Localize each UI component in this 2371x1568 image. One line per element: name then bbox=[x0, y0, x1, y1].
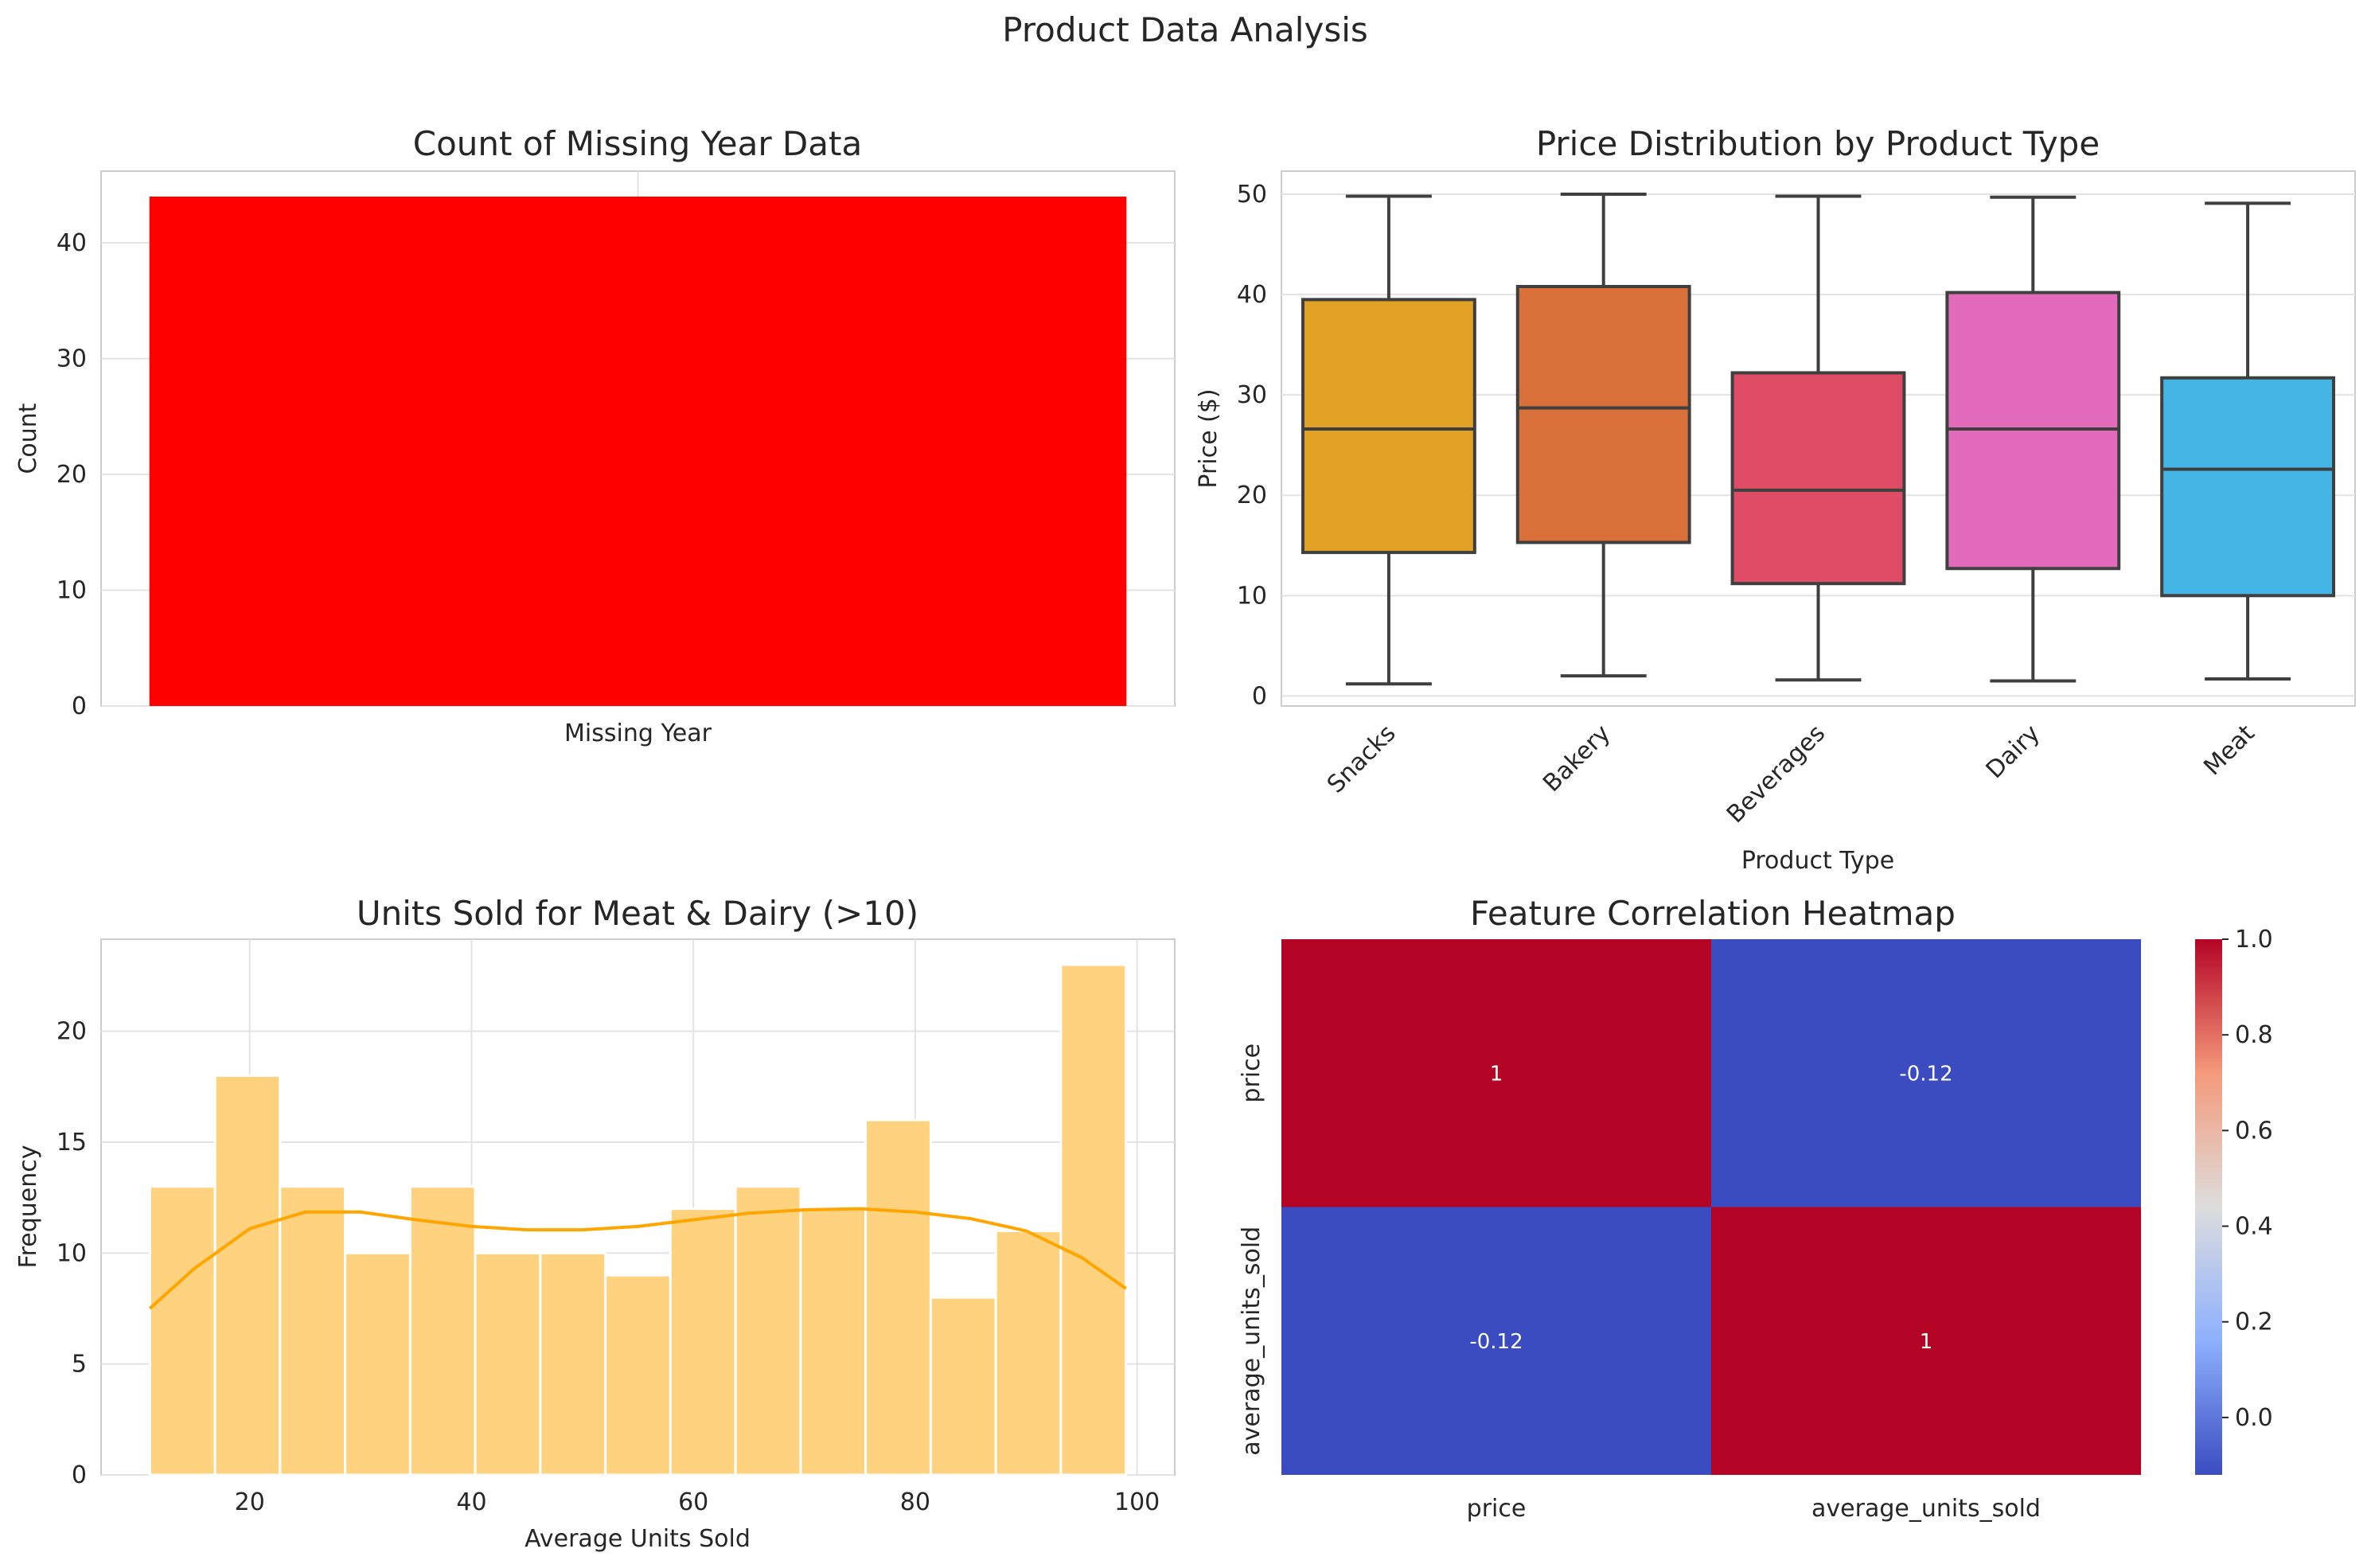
y-tick-label: 20 bbox=[1237, 482, 1267, 509]
x-tick-label: 100 bbox=[1114, 1488, 1160, 1516]
y-tick-label: price bbox=[1238, 1043, 1265, 1103]
histogram-bar bbox=[1059, 963, 1128, 1476]
cell-annotation: -0.12 bbox=[1469, 1330, 1523, 1354]
y-tick-label: 50 bbox=[1237, 181, 1267, 209]
histogram-bar bbox=[408, 1185, 477, 1476]
x-tick-label: 60 bbox=[678, 1488, 708, 1516]
x-tick-label: 80 bbox=[900, 1488, 930, 1516]
bar bbox=[149, 197, 1127, 706]
y-axis-label: Count bbox=[14, 403, 42, 474]
colorbar-tick-label: 0.8 bbox=[2235, 1021, 2273, 1049]
x-axis-label: Average Units Sold bbox=[525, 1525, 751, 1553]
histogram-bar bbox=[539, 1251, 607, 1476]
histogram-bar bbox=[344, 1251, 411, 1476]
missing-year-bar-chart: 0 10 20 30 40 Missing Year Count of Missing Y… bbox=[14, 124, 1176, 747]
units-sold-histogram: 20 40 60 80 100 0 5 10 15 20 Units Sold for Meat … bbox=[14, 894, 1176, 1553]
box-bakery bbox=[1515, 192, 1691, 678]
histogram-bar bbox=[279, 1185, 347, 1476]
x-axis-label: Product Type bbox=[1741, 847, 1894, 875]
heatmap-cell bbox=[1281, 1207, 1711, 1475]
iqr-box bbox=[1730, 371, 1906, 586]
y-tick-label: 10 bbox=[1237, 582, 1267, 610]
box-snacks bbox=[1301, 194, 1476, 686]
y-tick-label: 0 bbox=[72, 1461, 87, 1489]
y-tick-label: average_units_sold bbox=[1238, 1227, 1265, 1456]
y-tick-label: 30 bbox=[57, 345, 87, 373]
price-box-plot: 0 10 20 30 40 50 Snacks Bakery Beverages Dairy Mea… bbox=[1195, 124, 2356, 875]
x-tick-label: 20 bbox=[235, 1488, 265, 1516]
histogram-bar bbox=[734, 1185, 802, 1476]
x-tick-label: Snacks bbox=[1322, 720, 1402, 799]
y-tick-label: 15 bbox=[57, 1129, 87, 1156]
iqr-box bbox=[1515, 284, 1691, 544]
iqr-box bbox=[2160, 376, 2336, 598]
histogram-bar bbox=[669, 1207, 737, 1476]
y-tick-label: 0 bbox=[72, 692, 87, 720]
figure-title: Product Data Analysis bbox=[1002, 10, 1368, 49]
histogram-bar bbox=[213, 1074, 282, 1476]
cell-annotation: -0.12 bbox=[1899, 1062, 1952, 1086]
cell-annotation: 1 bbox=[1920, 1330, 1933, 1354]
colorbar bbox=[2195, 939, 2222, 1475]
chart-title: Price Distribution by Product Type bbox=[1536, 124, 2100, 163]
colorbar-tick-label: 0.6 bbox=[2235, 1117, 2273, 1145]
x-tick-label: price bbox=[1467, 1495, 1527, 1523]
x-tick-label: 40 bbox=[456, 1488, 486, 1516]
y-tick-label: 40 bbox=[57, 229, 87, 257]
y-axis-label: Price ($) bbox=[1195, 388, 1223, 488]
x-tick-label: Beverages bbox=[1722, 720, 1831, 829]
y-tick-label: 10 bbox=[57, 1239, 87, 1267]
colorbar-tick-label: 0.0 bbox=[2235, 1404, 2273, 1432]
y-axis-label: Frequency bbox=[14, 1145, 42, 1269]
chart-title: Units Sold for Meat & Dairy (>10) bbox=[357, 894, 918, 933]
chart-title: Count of Missing Year Data bbox=[413, 124, 862, 163]
x-tick-label: average_units_sold bbox=[1811, 1495, 2041, 1523]
heatmap-cell bbox=[1711, 1207, 2141, 1475]
histogram-bar bbox=[994, 1229, 1063, 1476]
histogram-bar bbox=[929, 1296, 997, 1476]
kde-curve bbox=[148, 1207, 1127, 1310]
box-meat bbox=[2160, 201, 2336, 681]
histogram-bar bbox=[799, 1207, 868, 1476]
chart-title: Feature Correlation Heatmap bbox=[1470, 894, 1956, 933]
histogram-bar bbox=[474, 1251, 542, 1476]
box-dairy bbox=[1945, 195, 2121, 683]
x-tick-label: Dairy bbox=[1981, 720, 2045, 784]
heatmap-cell bbox=[1711, 939, 2141, 1207]
histogram-bar bbox=[148, 1185, 216, 1476]
y-tick-label: 20 bbox=[57, 461, 87, 489]
iqr-box bbox=[1301, 298, 1476, 555]
y-tick-label: 30 bbox=[1237, 381, 1267, 409]
histogram-bar bbox=[864, 1118, 932, 1476]
y-tick-label: 5 bbox=[72, 1351, 87, 1379]
y-tick-label: 0 bbox=[1252, 682, 1267, 710]
colorbar-tick-label: 0.2 bbox=[2235, 1309, 2273, 1336]
box-beverages bbox=[1730, 194, 1906, 682]
cell-annotation: 1 bbox=[1490, 1062, 1503, 1086]
y-tick-label: 20 bbox=[57, 1018, 87, 1046]
x-tick-label: Meat bbox=[2198, 720, 2260, 782]
heatmap-cell bbox=[1281, 939, 1711, 1207]
x-tick-label: Bakery bbox=[1538, 720, 1616, 798]
y-tick-label: 40 bbox=[1237, 281, 1267, 309]
x-tick-label: Missing Year bbox=[564, 720, 712, 747]
y-tick-label: 10 bbox=[57, 577, 87, 605]
colorbar-tick-label: 1.0 bbox=[2235, 926, 2273, 954]
colorbar-tick-label: 0.4 bbox=[2235, 1213, 2273, 1241]
histogram-bar bbox=[604, 1274, 672, 1476]
